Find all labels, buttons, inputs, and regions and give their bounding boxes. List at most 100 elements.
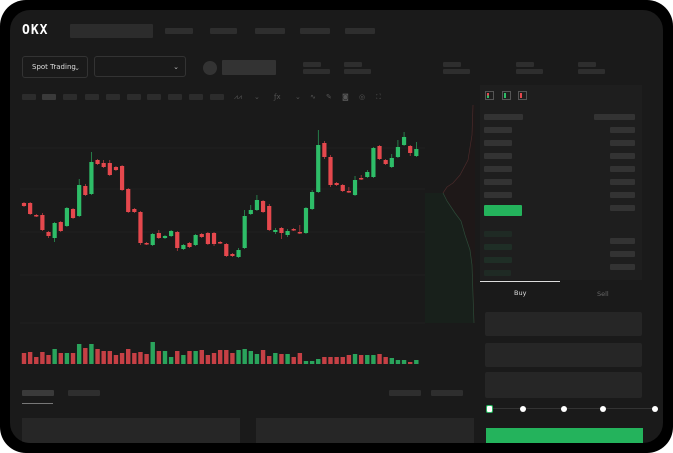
volume-bar (21, 353, 27, 364)
timeframe-button[interactable] (42, 94, 56, 100)
candle-body (334, 183, 339, 185)
volume-bar (46, 355, 51, 364)
bid-price (484, 244, 512, 250)
candle-body (95, 160, 100, 164)
candle-body (52, 223, 57, 238)
candle-body (119, 166, 125, 190)
ask-amount (610, 205, 635, 211)
candle-body (58, 222, 63, 231)
candle-body (352, 180, 358, 195)
candle-body (322, 143, 327, 157)
indicator-icon[interactable]: ƒx (274, 93, 281, 101)
volume-bar (358, 355, 364, 364)
pair-dropdown[interactable]: ⌄ (94, 56, 186, 77)
timeframe-button[interactable] (63, 94, 77, 100)
volume-bar (150, 342, 155, 364)
tab-sell[interactable]: Sell (597, 290, 609, 298)
candle-body (242, 216, 247, 248)
nav-item[interactable] (255, 28, 285, 34)
candle-body (389, 158, 394, 167)
volume-bar (322, 357, 327, 364)
fullscreen-icon[interactable]: ⛶ (376, 93, 381, 101)
stat-label (344, 62, 362, 67)
candle-body (395, 147, 401, 157)
timeframe-button[interactable] (168, 94, 182, 100)
ask-price (484, 153, 512, 159)
price-input[interactable] (485, 312, 642, 336)
trend-line-icon[interactable]: ∿ (310, 93, 316, 101)
volume-bar (273, 353, 278, 364)
volume-bar (205, 355, 211, 364)
bid-price (484, 257, 512, 263)
slider-mark-75[interactable] (600, 406, 606, 412)
market-type-dropdown[interactable]: Spot Trading ⌄ (22, 56, 88, 78)
stat-label (578, 62, 596, 67)
volume-bar (414, 360, 419, 364)
slider-mark-50[interactable] (561, 406, 567, 412)
candle-body (340, 185, 345, 191)
candle-body (162, 236, 168, 238)
volume-bar (119, 353, 125, 364)
candle-body (193, 235, 198, 245)
camera-icon[interactable]: ◙ (342, 93, 349, 101)
ask-amount (610, 166, 635, 172)
chevron-down-icon[interactable]: ⌄ (295, 93, 301, 101)
bottom-action[interactable] (431, 390, 463, 396)
slider-mark-25[interactable] (520, 406, 526, 412)
timeframe-button[interactable] (22, 94, 36, 100)
chevron-down-icon: ⌄ (74, 64, 80, 72)
bottom-card (22, 418, 240, 443)
timeframe-button[interactable] (127, 94, 141, 100)
candle-body (285, 231, 290, 235)
nav-item[interactable] (300, 28, 330, 34)
candle-body (107, 163, 112, 175)
amount-input[interactable] (485, 343, 642, 367)
buy-button[interactable] (486, 428, 643, 443)
timeframe-button[interactable] (189, 94, 203, 100)
amount-slider-track[interactable] (490, 408, 655, 409)
bid-price (484, 270, 511, 276)
settings-icon[interactable]: ◎ (359, 93, 366, 101)
candlestick-chart[interactable] (10, 10, 480, 390)
timeframe-button[interactable] (85, 94, 99, 100)
candle-body (169, 231, 174, 236)
volume-bar (27, 352, 33, 364)
total-input[interactable] (485, 372, 642, 398)
candle-body (144, 243, 149, 245)
timeframe-button[interactable] (147, 94, 161, 100)
slider-handle[interactable] (486, 405, 493, 413)
orderbook-asks-icon[interactable] (518, 91, 527, 100)
tab-buy[interactable]: Buy (514, 289, 527, 297)
candle-body (254, 200, 260, 210)
bottom-action[interactable] (389, 390, 421, 396)
nav-item[interactable] (165, 28, 193, 34)
bottom-tab[interactable] (68, 390, 100, 396)
candle-body (328, 157, 333, 185)
volume-bar (389, 358, 394, 364)
timeframe-button[interactable] (210, 94, 224, 100)
volume-bar (40, 352, 45, 364)
candle-body (401, 137, 407, 145)
volume-bar (144, 354, 149, 364)
search-bar[interactable] (70, 24, 153, 38)
orderbook-both-icon[interactable] (485, 91, 494, 100)
slider-mark-100[interactable] (652, 406, 658, 412)
candle-body (218, 242, 223, 244)
line-tool-icon[interactable]: ⩘⩘ (234, 93, 242, 101)
bid-price (484, 231, 512, 237)
chevron-down-icon[interactable]: ⌄ (254, 93, 260, 101)
timeframe-button[interactable] (106, 94, 120, 100)
orderbook-bids-icon[interactable] (502, 91, 511, 100)
okx-logo[interactable]: OKX (22, 23, 49, 38)
bottom-tab-active[interactable] (22, 390, 54, 396)
stat-label (516, 62, 534, 67)
candle-body (273, 230, 278, 232)
nav-item[interactable] (210, 28, 237, 34)
nav-item[interactable] (345, 28, 375, 34)
volume-bar (175, 351, 180, 364)
volume-bar (291, 357, 296, 364)
candle-body (138, 212, 143, 243)
pencil-icon[interactable]: ✎ (326, 93, 332, 101)
candle-body (211, 233, 217, 244)
